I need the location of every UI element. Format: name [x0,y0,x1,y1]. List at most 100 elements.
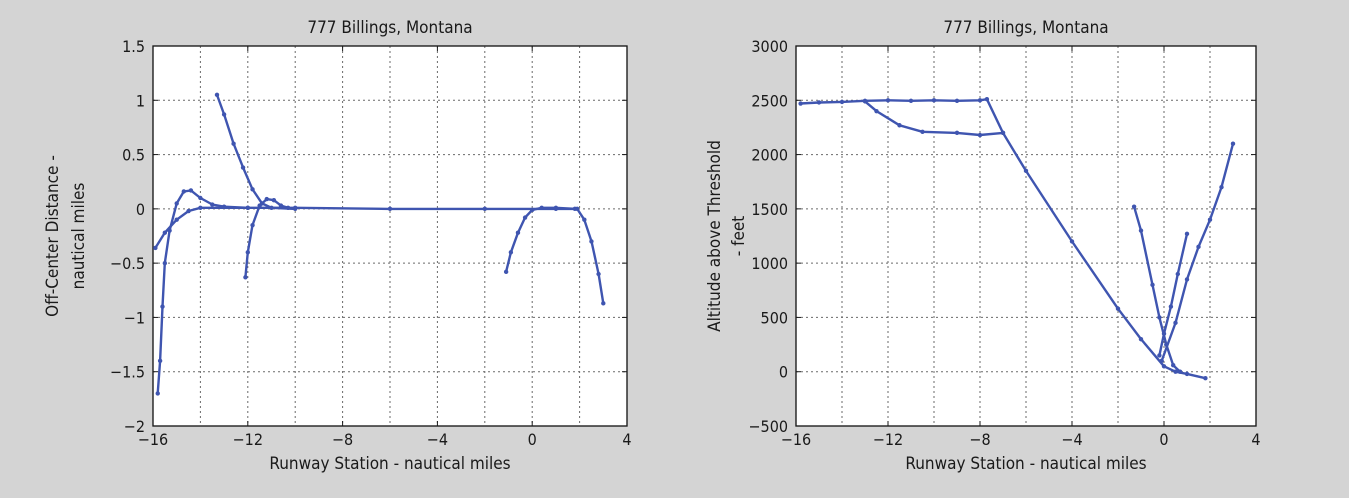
data-point [1203,376,1208,381]
y-axis-label: - feet [729,216,749,257]
data-point [198,195,203,201]
data-series [1157,231,1190,358]
data-point [162,230,168,235]
y-tick-label: −500 [748,417,788,436]
y-tick-label: 0 [779,363,788,382]
data-point [174,217,179,222]
chart-title: 777 Billings, Montana [943,18,1108,38]
data-series [1159,141,1236,364]
data-point [188,188,194,193]
x-tick-label: −16 [138,430,168,449]
data-point [1184,277,1190,282]
data-point [1184,231,1190,237]
data-point [1138,228,1144,233]
x-tick-label: −16 [781,430,811,449]
data-point [1159,358,1164,364]
chart-title: 777 Billings, Montana [307,18,472,38]
y-tick-label: −1 [124,308,145,327]
data-point [181,189,187,194]
data-point [1150,282,1155,288]
data-point [874,108,879,114]
data-point [278,203,284,208]
off-center-distance-chart: −16 −12 −8 −4 0 4 1.5 1 0.5 0 −0.5 −1 −1.5 −2 777 Bill… [43,18,632,474]
y-tick-label: 1 [136,91,145,110]
data-point [1196,244,1201,250]
data-point [243,275,248,280]
y-tick-label: 500 [761,308,788,327]
data-point [954,130,960,136]
data-point [1115,306,1121,311]
x-tick-label: −8 [332,430,353,449]
data-point [231,141,236,146]
data-point [539,205,544,210]
data-point [515,230,521,235]
x-axis-label: Runway Station - nautical miles [269,454,510,474]
data-point [1168,304,1174,309]
data-point [589,239,594,244]
data-point [245,205,250,210]
x-tick-label: −8 [969,430,990,449]
data-point [186,208,191,214]
data-point [155,391,160,396]
data-point [221,112,227,117]
data-point [1173,369,1178,374]
data-point [257,203,262,208]
y-tick-label: 2000 [751,146,788,165]
y-tick-label: −1.5 [110,363,145,382]
data-point [1171,363,1176,368]
data-point [897,123,902,128]
altitude-chart: −16 −12 −8 −4 0 4 3000 2500 2000 1500 1000 500 0 −500… [705,18,1261,474]
data-point [582,217,587,222]
data-point [601,301,606,306]
x-tick-label: 0 [528,430,537,449]
data-series [503,205,606,306]
data-point [269,205,274,210]
data-point [1157,315,1162,320]
data-point [1000,130,1006,136]
data-point [1219,184,1224,190]
x-tick-label: 0 [1159,430,1168,449]
data-point [508,250,514,255]
y-tick-label: 1000 [751,254,788,273]
data-point [174,201,179,206]
y-tick-label: −2 [124,417,145,436]
data-point [271,197,277,203]
y-axis-label: nautical miles [69,183,89,290]
data-point [885,98,891,103]
data-point [1175,271,1181,277]
data-point [198,205,203,210]
data-point [264,196,269,202]
data-point [482,206,487,212]
data-point [250,222,255,228]
plot-frame [795,45,1257,427]
data-point [522,215,528,220]
data-point [162,260,168,266]
data-point [984,97,990,102]
data-point [157,358,163,364]
data-series [243,196,291,280]
data-point [553,205,559,210]
data-point [908,98,914,104]
data-point [977,98,983,103]
data-point [240,165,246,170]
x-tick-label: 4 [1251,430,1260,449]
x-tick-label: −4 [1061,430,1082,449]
data-point [798,101,803,106]
data-point [250,187,255,192]
x-tick-label: −12 [233,430,263,449]
data-series [862,99,1006,138]
x-tick-label: 4 [622,430,631,449]
data-point [153,245,158,251]
data-point [1069,239,1075,244]
series-line [504,206,605,305]
data-point [1230,141,1236,146]
data-point [862,99,868,104]
y-tick-label: 0 [136,200,145,219]
data-point [1184,371,1190,377]
data-point [954,98,960,104]
data-point [596,271,601,277]
data-point [931,98,937,103]
data-point [530,207,535,213]
data-point [839,99,845,105]
data-point [210,202,215,207]
